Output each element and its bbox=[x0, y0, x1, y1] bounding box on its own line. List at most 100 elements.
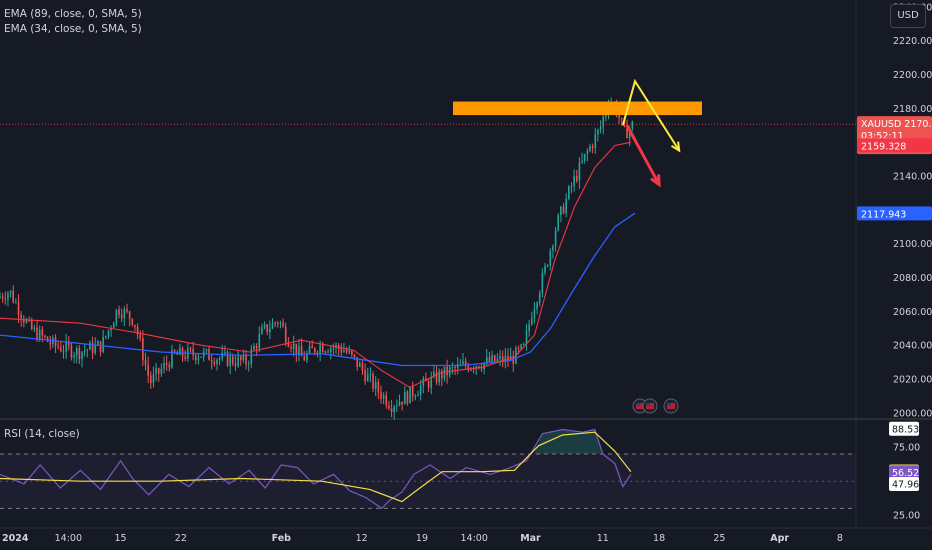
candle-body[interactable] bbox=[321, 344, 324, 353]
candle-body[interactable] bbox=[237, 356, 239, 366]
candle-body[interactable] bbox=[573, 176, 575, 186]
candle-body[interactable] bbox=[359, 363, 361, 367]
candle-body[interactable] bbox=[401, 401, 403, 405]
ema-slow-legend[interactable]: EMA (89, close, 0, SMA, 5) bbox=[4, 8, 142, 20]
candle-body[interactable] bbox=[266, 324, 269, 333]
candle-body[interactable] bbox=[1, 296, 4, 299]
candle-body[interactable] bbox=[216, 359, 218, 365]
candle-body[interactable] bbox=[142, 337, 144, 361]
candle-body[interactable] bbox=[269, 328, 271, 333]
rsi-value-badge[interactable] bbox=[889, 465, 919, 480]
candle-body[interactable] bbox=[179, 347, 181, 355]
candle-body[interactable] bbox=[441, 371, 443, 379]
candle-body[interactable] bbox=[73, 355, 75, 358]
candle-body[interactable] bbox=[60, 347, 62, 352]
candle-body[interactable] bbox=[136, 326, 139, 335]
candle-body[interactable] bbox=[192, 349, 194, 356]
candle-body[interactable] bbox=[23, 318, 25, 323]
candle-body[interactable] bbox=[406, 391, 409, 404]
candle-body[interactable] bbox=[329, 348, 332, 353]
candle-body[interactable] bbox=[274, 322, 276, 324]
candle-body[interactable] bbox=[165, 362, 168, 365]
candle-body[interactable] bbox=[41, 329, 44, 336]
candle-body[interactable] bbox=[250, 349, 253, 364]
candle-body[interactable] bbox=[374, 381, 377, 389]
candle-body[interactable] bbox=[189, 348, 192, 350]
candle-body[interactable] bbox=[131, 318, 134, 325]
candle-body[interactable] bbox=[253, 346, 255, 350]
candle-body[interactable] bbox=[591, 146, 594, 148]
candle-body[interactable] bbox=[456, 364, 459, 369]
candle-body[interactable] bbox=[107, 330, 110, 337]
candle-body[interactable] bbox=[443, 366, 446, 379]
candle-body[interactable] bbox=[581, 160, 583, 163]
candle-body[interactable] bbox=[25, 320, 28, 323]
candle-body[interactable] bbox=[126, 309, 128, 312]
candle-body[interactable] bbox=[210, 360, 213, 363]
candle-body[interactable] bbox=[422, 378, 425, 386]
candle-body[interactable] bbox=[546, 265, 549, 267]
candle-body[interactable] bbox=[340, 348, 343, 353]
candle-body[interactable] bbox=[552, 246, 554, 251]
candle-body[interactable] bbox=[372, 373, 374, 389]
candle-body[interactable] bbox=[298, 346, 300, 355]
candle-body[interactable] bbox=[105, 336, 107, 338]
candle-body[interactable] bbox=[205, 349, 208, 352]
candle-body[interactable] bbox=[173, 350, 176, 353]
candle-body[interactable] bbox=[565, 198, 567, 214]
candle-body[interactable] bbox=[403, 391, 406, 405]
candle-body[interactable] bbox=[568, 186, 570, 199]
candle-body[interactable] bbox=[626, 126, 628, 139]
candle-body[interactable] bbox=[472, 368, 475, 370]
ema-fast-badge[interactable] bbox=[857, 138, 932, 153]
candle-body[interactable] bbox=[287, 342, 290, 347]
ema-fast-line[interactable] bbox=[0, 141, 632, 389]
candle-body[interactable] bbox=[454, 367, 456, 369]
candle-body[interactable] bbox=[245, 354, 247, 365]
candle-body[interactable] bbox=[575, 176, 578, 181]
candle-body[interactable] bbox=[81, 351, 83, 360]
candle-body[interactable] bbox=[501, 356, 504, 363]
candle-body[interactable] bbox=[221, 352, 224, 359]
candle-body[interactable] bbox=[255, 346, 258, 349]
candle-body[interactable] bbox=[94, 344, 97, 354]
candle-body[interactable] bbox=[139, 334, 142, 338]
candle-body[interactable] bbox=[504, 355, 507, 363]
rsi-legend[interactable]: RSI (14, close) bbox=[4, 428, 80, 440]
candle-body[interactable] bbox=[157, 368, 160, 374]
candle-body[interactable] bbox=[247, 363, 250, 365]
candle-body[interactable] bbox=[409, 386, 411, 404]
candle-body[interactable] bbox=[15, 302, 17, 304]
candle-body[interactable] bbox=[398, 401, 401, 406]
candle-body[interactable] bbox=[467, 365, 470, 371]
candle-body[interactable] bbox=[120, 314, 123, 319]
candle-body[interactable] bbox=[295, 343, 298, 355]
candle-body[interactable] bbox=[277, 323, 279, 325]
candle-body[interactable] bbox=[377, 381, 380, 393]
candle-body[interactable] bbox=[388, 405, 390, 409]
ema-fast-legend[interactable]: EMA (34, close, 0, SMA, 5) bbox=[4, 23, 142, 35]
candle-body[interactable] bbox=[464, 361, 467, 366]
candle-body[interactable] bbox=[557, 215, 560, 231]
resistance-zone[interactable] bbox=[453, 101, 702, 116]
candle-body[interactable] bbox=[70, 345, 73, 358]
candle-body[interactable] bbox=[530, 317, 533, 325]
candle-body[interactable] bbox=[427, 381, 430, 388]
candle-body[interactable] bbox=[292, 343, 295, 349]
candle-body[interactable] bbox=[258, 334, 261, 349]
candle-body[interactable] bbox=[364, 370, 366, 382]
candle-body[interactable] bbox=[517, 347, 520, 349]
candle-body[interactable] bbox=[533, 309, 536, 318]
candle-body[interactable] bbox=[102, 337, 104, 352]
candle-body[interactable] bbox=[538, 292, 541, 303]
candle-body[interactable] bbox=[38, 329, 41, 340]
candle-body[interactable] bbox=[631, 121, 634, 129]
candle-body[interactable] bbox=[594, 134, 597, 148]
candle-body[interactable] bbox=[589, 146, 591, 152]
candle-body[interactable] bbox=[337, 345, 340, 349]
candle-body[interactable] bbox=[554, 230, 557, 247]
candle-body[interactable] bbox=[150, 375, 152, 383]
rsi-ma-line[interactable] bbox=[0, 431, 632, 503]
candle-body[interactable] bbox=[86, 349, 89, 351]
candle-body[interactable] bbox=[7, 293, 9, 300]
